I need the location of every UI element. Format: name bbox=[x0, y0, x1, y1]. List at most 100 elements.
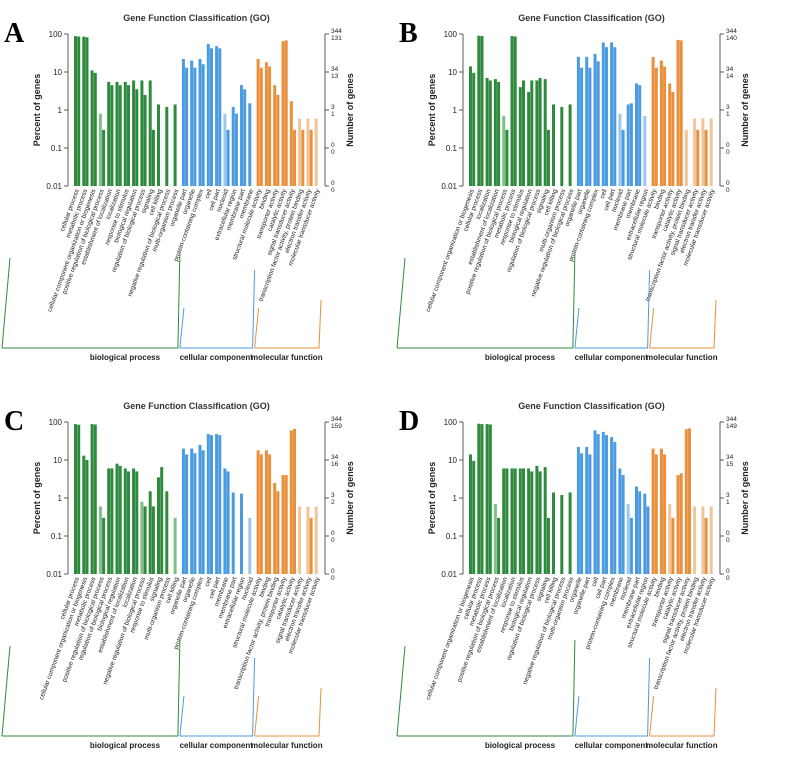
y-tick-label-right-secondary: 159 bbox=[331, 423, 342, 430]
y-tick-label-right-secondary: 149 bbox=[726, 423, 737, 430]
group-bracket bbox=[397, 251, 576, 349]
y-tick-label-right-secondary: 14 bbox=[726, 73, 734, 80]
category-label: cell bbox=[591, 576, 601, 587]
bar-number bbox=[646, 506, 650, 574]
bar-number bbox=[85, 37, 89, 187]
y-tick-label-right-secondary: 0 bbox=[331, 149, 335, 156]
bar-percent bbox=[618, 113, 622, 186]
chart-title: Gene Function Classification (GO) bbox=[123, 401, 270, 411]
y-tick-label-left: 1 bbox=[453, 494, 458, 503]
bar-percent bbox=[157, 477, 160, 574]
group-bracket-side bbox=[1, 645, 11, 737]
bar-number bbox=[472, 460, 476, 574]
bar-number bbox=[151, 129, 155, 186]
bar-percent bbox=[314, 118, 318, 186]
y-tick-label-right: 344 bbox=[726, 28, 737, 35]
bar-number bbox=[530, 471, 534, 574]
y-tick-label-left: 1 bbox=[453, 106, 458, 115]
y-axis-label-right: Number of genes bbox=[345, 461, 355, 535]
bar-number bbox=[638, 85, 642, 186]
bar-percent bbox=[469, 454, 472, 574]
bar-percent bbox=[198, 444, 202, 574]
bar-percent bbox=[593, 53, 597, 187]
group-bracket-side bbox=[396, 257, 406, 349]
bar-number bbox=[688, 428, 691, 574]
bar-number bbox=[102, 517, 106, 574]
y-tick-label-left: 0.1 bbox=[51, 144, 63, 153]
bar-number bbox=[210, 48, 213, 186]
bar-percent bbox=[148, 80, 152, 186]
panel-c: C Gene Function Classification (GO)100 344… bbox=[1, 401, 355, 750]
bar-number bbox=[472, 72, 476, 186]
bar-percent bbox=[701, 118, 705, 186]
bar-number bbox=[629, 517, 633, 574]
bar-percent bbox=[585, 446, 589, 574]
y-axis-label-right: Number of genes bbox=[740, 461, 750, 535]
bar-percent bbox=[560, 106, 564, 186]
bar-number bbox=[679, 40, 683, 187]
bar-percent bbox=[477, 423, 481, 574]
y-tick-label-left: 100 bbox=[49, 418, 63, 427]
bar-percent bbox=[289, 430, 293, 574]
bar-percent bbox=[643, 115, 647, 186]
group-bracket-side bbox=[574, 695, 580, 737]
y-axis-label-left: Percent of genes bbox=[427, 462, 437, 535]
bar-number bbox=[102, 129, 106, 186]
y-tick-label-right: 344 bbox=[726, 416, 737, 423]
y-tick-label-left: 0.01 bbox=[46, 570, 62, 579]
bar-number bbox=[522, 80, 525, 186]
bar-number bbox=[218, 435, 222, 574]
bar-number bbox=[284, 475, 288, 574]
bar-number bbox=[621, 475, 625, 574]
group-biological-process-label: biological process bbox=[90, 741, 161, 750]
bar-number bbox=[110, 468, 114, 574]
group-cellular-component-label: cellular component bbox=[575, 741, 649, 750]
bar-percent bbox=[206, 43, 210, 187]
bar-percent bbox=[635, 83, 638, 186]
group-bracket bbox=[179, 269, 256, 349]
y-tick-label-left: 100 bbox=[49, 30, 63, 39]
bar-number bbox=[580, 453, 584, 574]
bar-number bbox=[497, 517, 501, 574]
bar-percent bbox=[518, 87, 522, 186]
bar-percent bbox=[676, 475, 680, 574]
bar-percent bbox=[659, 448, 663, 574]
bar-percent bbox=[576, 56, 580, 186]
y-tick-label-right: 34 bbox=[726, 66, 734, 73]
category-label: cell bbox=[204, 576, 214, 587]
y-tick-label-left: 10 bbox=[53, 456, 62, 465]
bar-number bbox=[580, 67, 584, 186]
y-axis-label-right: Number of genes bbox=[740, 73, 750, 147]
bar-percent bbox=[543, 467, 547, 574]
group-bracket-side bbox=[649, 307, 655, 349]
bar-percent bbox=[206, 434, 210, 574]
bar-number bbox=[530, 80, 534, 186]
y-axis-label-left: Percent of genes bbox=[32, 74, 42, 147]
bar-number bbox=[704, 517, 708, 574]
y-tick-label-left: 0.01 bbox=[441, 182, 457, 191]
bar-percent bbox=[535, 80, 539, 186]
bar-number bbox=[588, 67, 592, 186]
bar-percent bbox=[115, 81, 119, 186]
bar-number bbox=[293, 428, 296, 574]
group-bracket bbox=[179, 657, 256, 737]
group-bracket-side bbox=[574, 307, 580, 349]
bar-percent bbox=[314, 506, 318, 574]
bar-percent bbox=[140, 80, 144, 186]
bar-number bbox=[671, 517, 675, 574]
group-bracket bbox=[649, 299, 717, 349]
bar-percent bbox=[543, 79, 547, 186]
bar-number bbox=[135, 89, 139, 186]
y-tick-label-left: 0.01 bbox=[441, 570, 457, 579]
panel-a: A Gene Function Classification (GO)100 344… bbox=[1, 13, 355, 362]
bar-percent bbox=[107, 468, 111, 574]
bar-percent bbox=[709, 506, 713, 574]
bar-number bbox=[704, 129, 708, 186]
bar-number bbox=[679, 473, 683, 574]
bar-percent bbox=[157, 104, 160, 186]
y-tick-label-left: 1 bbox=[58, 106, 63, 115]
bar-percent bbox=[668, 503, 672, 574]
bar-number bbox=[110, 85, 114, 186]
bar-percent bbox=[115, 463, 119, 574]
bar-number bbox=[276, 491, 280, 574]
